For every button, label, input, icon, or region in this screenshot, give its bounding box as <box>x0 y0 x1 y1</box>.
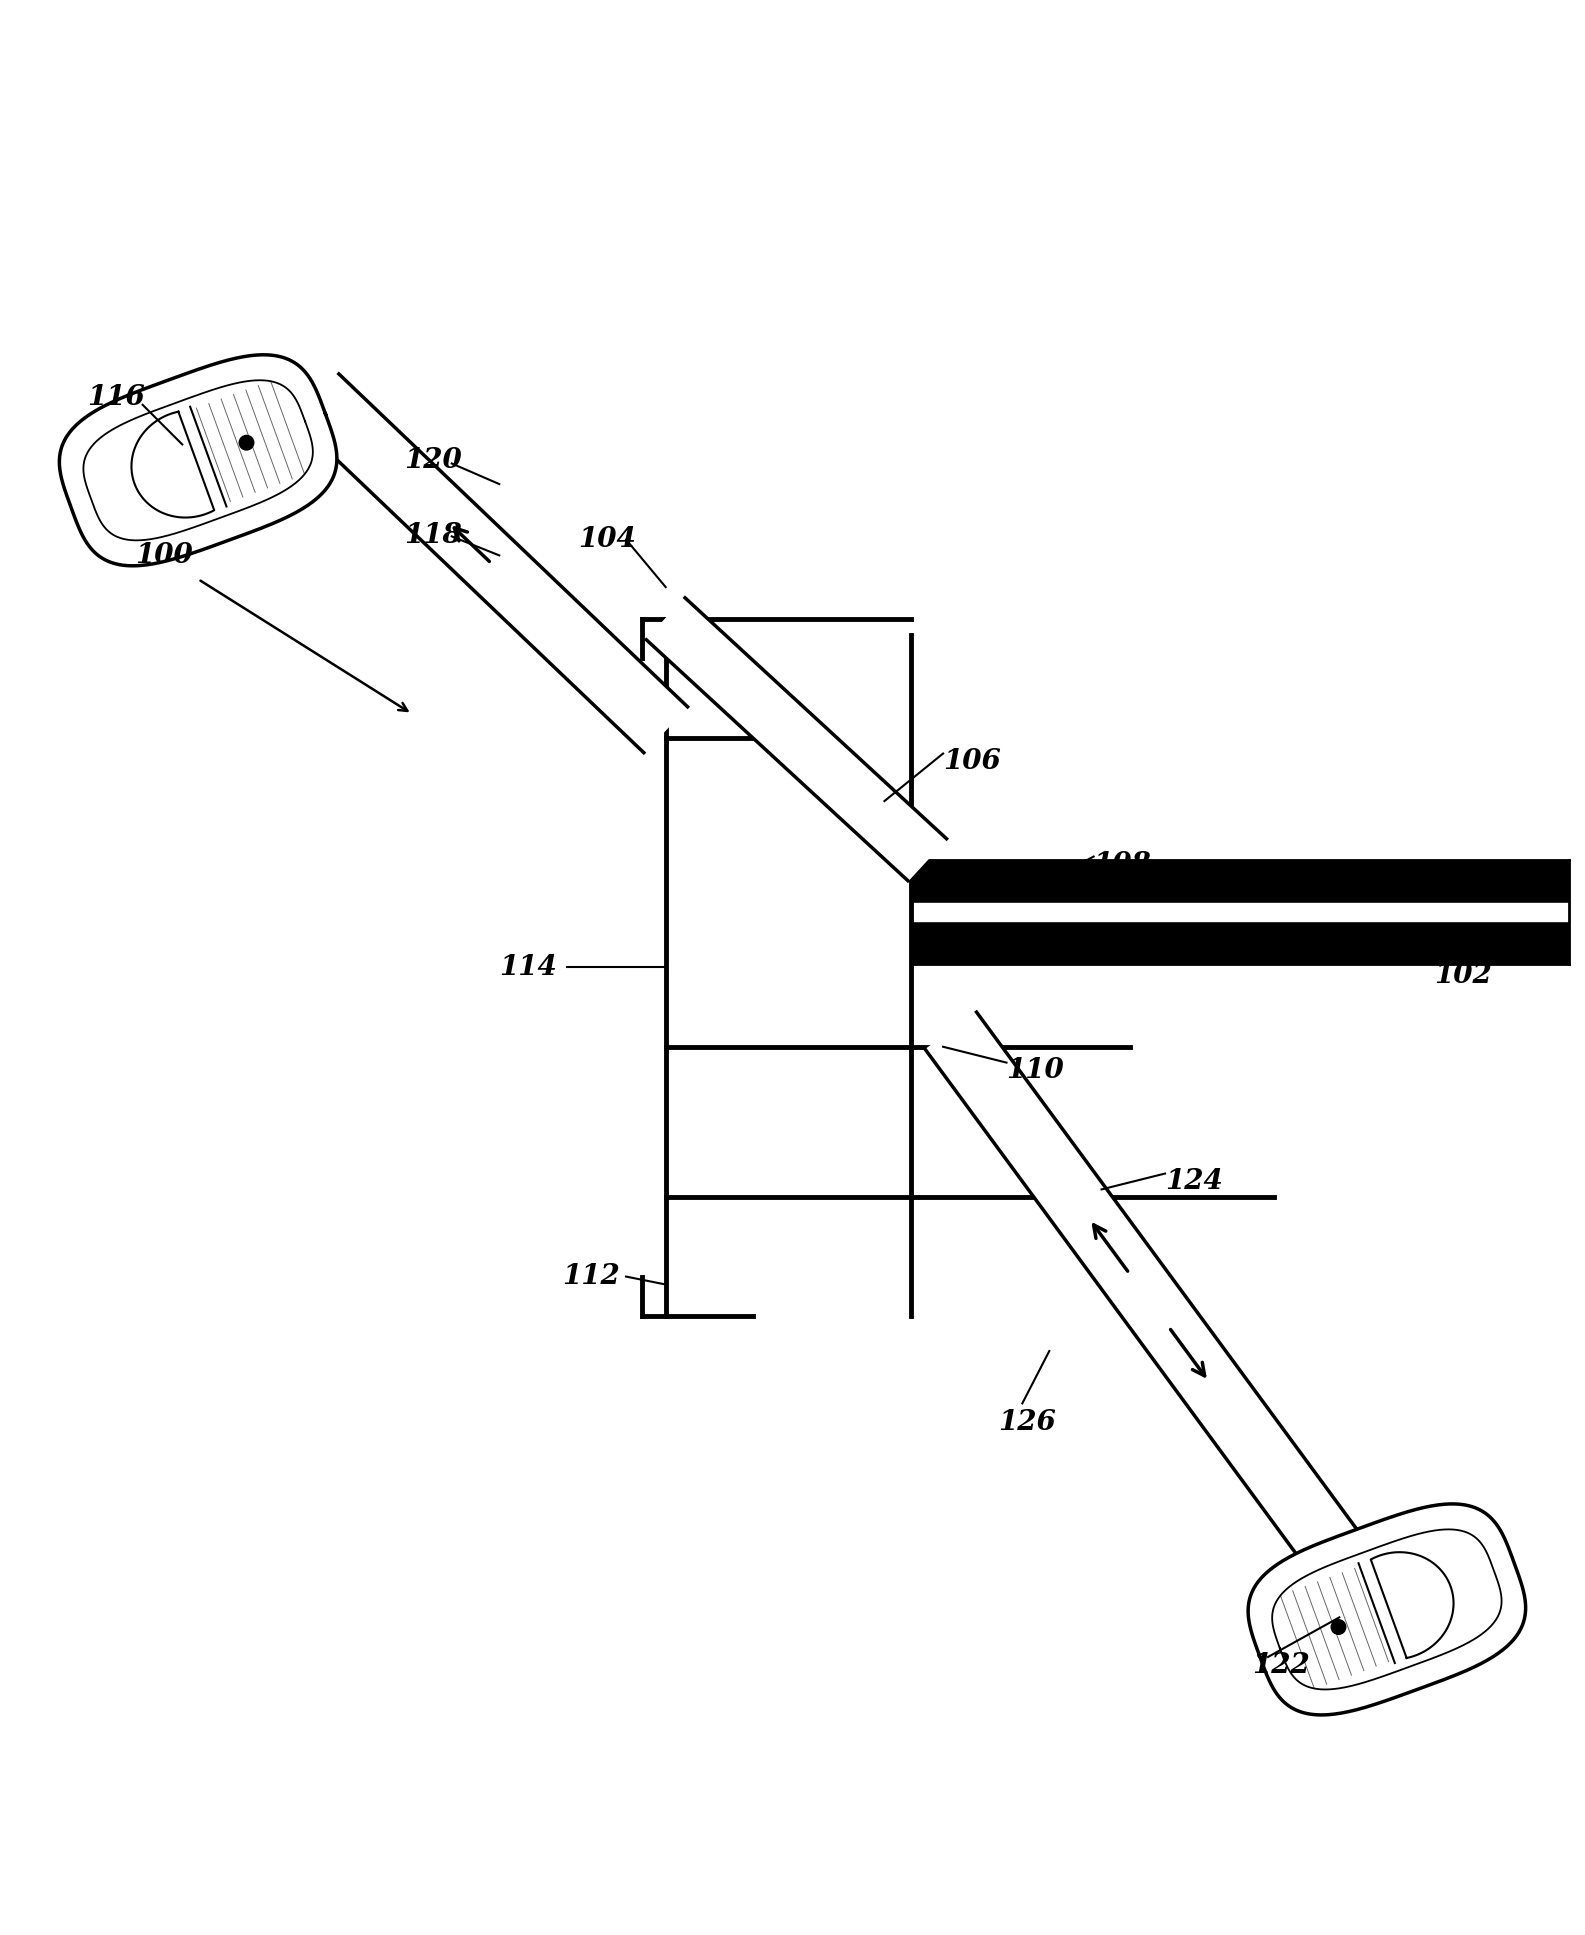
Polygon shape <box>926 1012 1373 1589</box>
Polygon shape <box>1247 1503 1526 1714</box>
Text: 118: 118 <box>404 522 461 550</box>
Text: 100: 100 <box>135 542 192 569</box>
Circle shape <box>239 435 254 451</box>
Polygon shape <box>1371 1552 1453 1658</box>
Polygon shape <box>59 354 338 565</box>
Text: 104: 104 <box>579 526 636 553</box>
Text: 116: 116 <box>87 383 144 410</box>
Text: 126: 126 <box>999 1409 1056 1436</box>
Text: 120: 120 <box>404 447 461 474</box>
Text: 106: 106 <box>943 749 1000 776</box>
Polygon shape <box>647 598 946 880</box>
Text: 112: 112 <box>563 1264 620 1291</box>
Text: 110: 110 <box>1006 1057 1064 1084</box>
Text: 108: 108 <box>1094 851 1151 878</box>
Text: 122: 122 <box>1252 1652 1309 1680</box>
Text: 114: 114 <box>499 954 556 981</box>
Circle shape <box>1331 1620 1346 1635</box>
Text: 124: 124 <box>1165 1169 1222 1196</box>
Polygon shape <box>295 373 688 753</box>
Text: 102: 102 <box>1434 962 1491 989</box>
Polygon shape <box>132 412 214 517</box>
